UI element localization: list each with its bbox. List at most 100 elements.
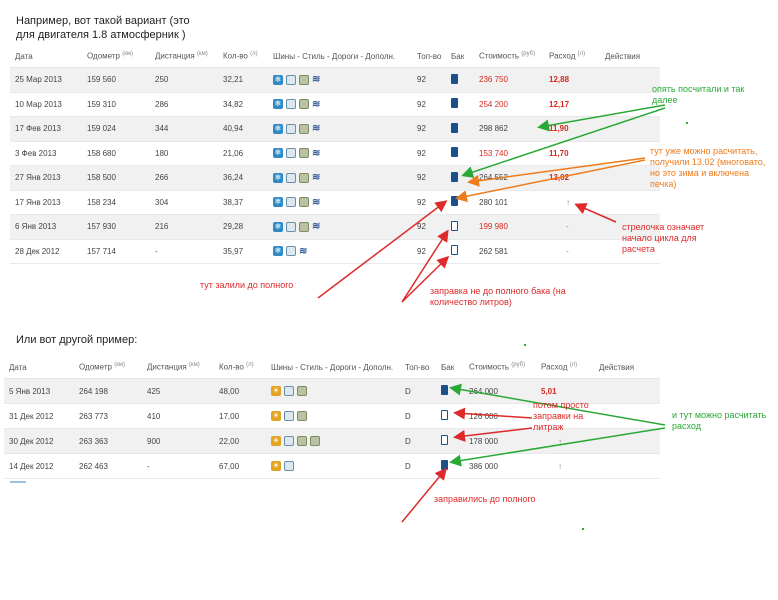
col-cost[interactable]: Стоимость (руб) (464, 356, 536, 379)
cell-actions[interactable] (594, 378, 660, 404)
cell-conditions: ☀ (266, 428, 400, 454)
cell-actions[interactable] (594, 403, 660, 429)
cell-consumption: 12,17 (544, 92, 600, 117)
cell-cost: 199 980 (474, 214, 544, 240)
cell-fuel: 92 (412, 165, 446, 191)
road-type-icon (299, 148, 309, 159)
heater-icon: ≋ (312, 221, 320, 233)
cell-distance: 900 (142, 428, 214, 454)
driving-style-icon (286, 197, 296, 208)
table-row: 5 Янв 2013 264 198 425 48,00 ☀ D 264 000 5,01 (4, 378, 660, 404)
cell-quantity: 35,97 (218, 239, 268, 264)
green-arrow-t2-2 (449, 427, 666, 467)
table-header-row: Дата Одометр (км) Дистанция (км) Кол-во … (10, 45, 660, 68)
cell-actions[interactable] (600, 141, 660, 166)
table-row: 30 Дек 2012 263 363 900 22,00 ☀ D 178 000 ↑ (4, 428, 660, 454)
col-quantity[interactable]: Кол-во (л) (218, 45, 268, 68)
cell-distance: 216 (150, 214, 218, 240)
col-fuel[interactable]: Топ-во (400, 356, 436, 379)
col-distance[interactable]: Дистанция (км) (150, 45, 218, 68)
cell-odometer: 158 680 (82, 141, 150, 166)
col-quantity[interactable]: Кол-во (л) (214, 356, 266, 379)
cell-actions[interactable] (600, 116, 660, 142)
cell-distance: 344 (150, 116, 218, 142)
full-tank-icon (451, 147, 458, 158)
heater-icon: ≋ (312, 74, 320, 86)
annotation-partial-fill: заправка не до полного бака (на количест… (430, 286, 566, 307)
cell-date: 10 Мар 2013 (10, 92, 82, 117)
col-tank: Бак (446, 45, 474, 68)
cell-distance: 410 (142, 403, 214, 429)
cell-distance: 180 (150, 141, 218, 166)
col-distance[interactable]: Дистанция (км) (142, 356, 214, 379)
cell-odometer: 158 234 (82, 190, 150, 215)
cell-odometer: 157 714 (82, 239, 150, 264)
intro-text-1: Например, вот такой вариант (это для дви… (16, 15, 190, 41)
cell-distance: 304 (150, 190, 218, 215)
cell-cost: 254 200 (474, 92, 544, 117)
red-arrow-t2-1 (453, 407, 533, 420)
cell-odometer: 159 310 (82, 92, 150, 117)
cell-cost: 178 000 (464, 428, 536, 454)
cell-distance: 266 (150, 165, 218, 191)
cell-date: 31 Дек 2012 (4, 403, 74, 429)
cell-cost: 280 101 (474, 190, 544, 215)
cell-consumption: - (544, 239, 600, 264)
partial-tank-icon (451, 245, 458, 256)
cell-date: 30 Дек 2012 (4, 428, 74, 454)
full-tank-icon (451, 171, 458, 182)
annotation-liter-fills: потом просто заправки на литраж (533, 400, 589, 432)
cell-conditions: ❄ ≋ (268, 116, 412, 142)
col-date[interactable]: Дата (4, 356, 74, 379)
cell-tank (446, 141, 474, 166)
green-dot-2 (524, 344, 526, 346)
cell-quantity: 22,00 (214, 428, 266, 454)
table-row: 14 Дек 2012 262 463-67,00 ☀ D 386 000 ↑ (4, 453, 660, 479)
cell-actions[interactable] (600, 67, 660, 93)
cell-fuel: 92 (412, 92, 446, 117)
cell-actions[interactable] (594, 453, 660, 479)
cell-actions[interactable] (600, 190, 660, 215)
cell-quantity: 36,24 (218, 165, 268, 191)
cell-fuel: D (400, 378, 436, 404)
cell-quantity: 21,06 (218, 141, 268, 166)
cell-fuel: D (400, 428, 436, 454)
col-cost[interactable]: Стоимость (руб) (474, 45, 544, 68)
full-tank-icon (441, 385, 448, 395)
cell-actions[interactable] (600, 165, 660, 191)
green-arrow-t2-1 (449, 383, 666, 426)
col-consumption[interactable]: Расход (л) (536, 356, 594, 379)
cell-tank (446, 92, 474, 117)
cell-conditions: ❄ ≋ (268, 239, 412, 264)
heater-icon: ≋ (299, 245, 307, 257)
cell-cost: 298 862 (474, 116, 544, 142)
winter-tyres-icon: ❄ (273, 197, 283, 208)
col-conditions: Шины - Стиль - Дороги - Дополн. (266, 356, 400, 379)
heater-icon: ≋ (312, 98, 320, 110)
cell-tank (446, 239, 474, 264)
cell-conditions: ❄ ≋ (268, 141, 412, 166)
col-odometer[interactable]: Одометр (км) (74, 356, 142, 379)
col-date[interactable]: Дата (10, 45, 82, 68)
cell-odometer: 158 500 (82, 165, 150, 191)
annotation-recount: опять посчитали и так далее (652, 84, 745, 105)
col-fuel[interactable]: Топ-во (412, 45, 446, 68)
cell-actions[interactable] (600, 239, 660, 264)
winter-tyres-icon: ❄ (273, 74, 283, 85)
cell-actions[interactable] (594, 428, 660, 454)
table-row: 28 Дек 2012 157 714-35,97 ❄ ≋ 92 262 581- (10, 239, 660, 264)
cell-tank (446, 67, 474, 93)
table-row: 17 Янв 2013 158 234 304 38,37 ❄ ≋ 92 280 101 ↑ (10, 190, 660, 215)
cell-conditions: ☀ (266, 403, 400, 429)
partial-tank-icon (451, 220, 458, 231)
table-row: 6 Янв 2013 157 930 216 29,28 ❄ ≋ 92 199 980- (10, 214, 660, 240)
col-consumption[interactable]: Расход (л) (544, 45, 600, 68)
fuel-log-table-1: Дата Одометр (км) Дистанция (км) Кол-во … (10, 45, 660, 264)
driving-style-icon (284, 411, 294, 421)
cell-cost: 386 000 (464, 453, 536, 479)
red-arrow-cycle (574, 203, 617, 223)
cell-quantity: 38,37 (218, 190, 268, 215)
col-odometer[interactable]: Одометр (км) (82, 45, 150, 68)
cell-fuel: 92 (412, 116, 446, 142)
